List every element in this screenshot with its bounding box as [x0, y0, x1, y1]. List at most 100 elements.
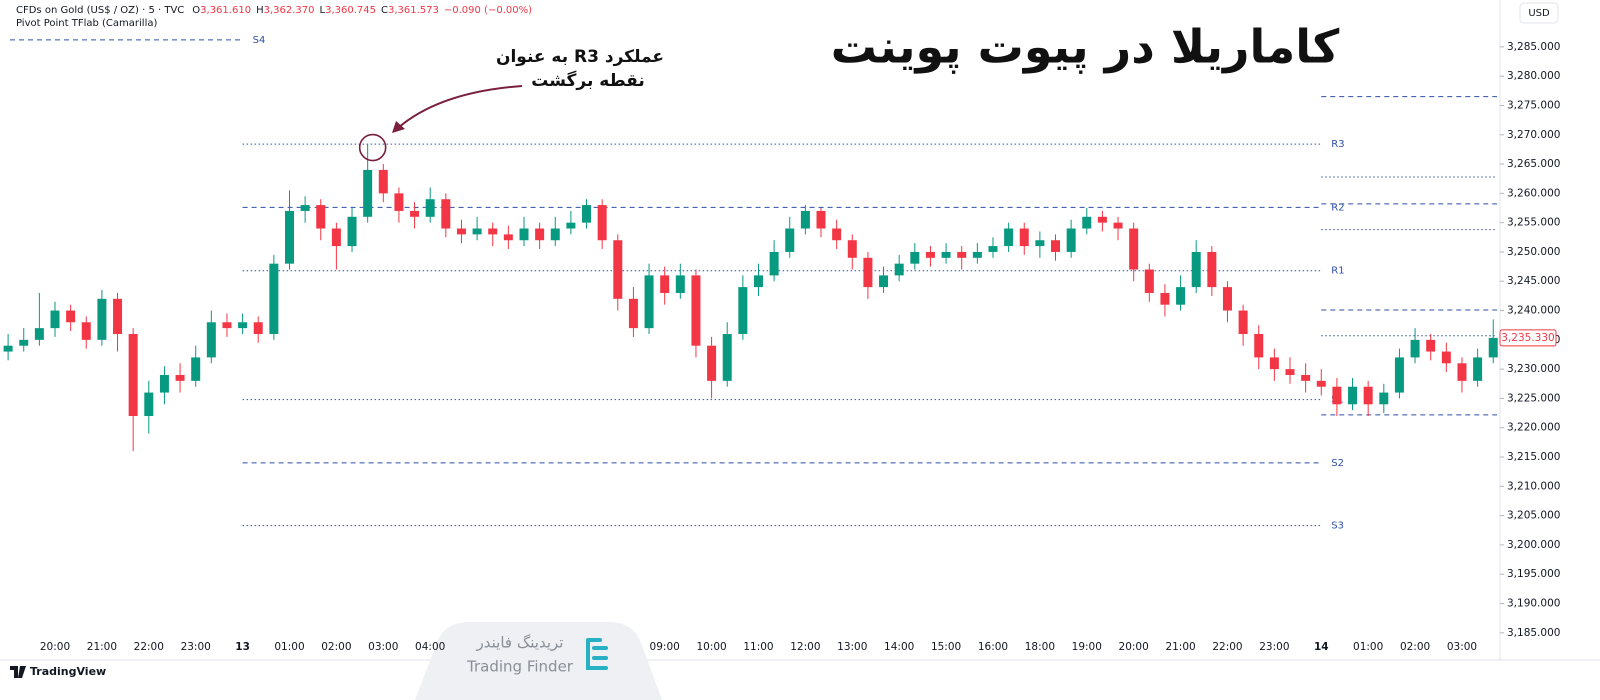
candle-body	[1379, 392, 1389, 405]
y-tick-label: 3,240.000	[1507, 305, 1560, 317]
y-tick-label: 3,285.000	[1507, 41, 1560, 53]
x-tick-label: 23:00	[181, 641, 211, 653]
candle-body	[1207, 251, 1217, 288]
x-tick-label: 02:00	[1400, 641, 1430, 653]
candle-body	[50, 310, 60, 329]
ohlc-key: C	[381, 5, 388, 16]
candle-body	[1410, 339, 1420, 358]
candle-body	[644, 275, 654, 329]
candle-body	[925, 251, 935, 258]
annotation-arrow	[397, 85, 523, 129]
candle-body	[1051, 240, 1061, 252]
y-tick-label: 3,220.000	[1507, 422, 1560, 434]
candle-body	[1301, 374, 1311, 381]
candle-body	[1473, 357, 1483, 381]
candle-body	[3, 345, 13, 352]
change: −0.090 (−0.00%)	[444, 5, 532, 16]
candle-body	[81, 322, 91, 340]
candle-body	[456, 228, 466, 235]
candle-body	[378, 169, 388, 194]
x-tick-label: 01:00	[1353, 641, 1383, 653]
y-tick-label: 3,210.000	[1507, 480, 1560, 492]
candle-body	[691, 275, 701, 346]
candle-body	[1316, 380, 1326, 387]
candle-body	[1285, 369, 1295, 375]
candle-body	[1097, 216, 1107, 223]
pivot-label: R2	[1331, 202, 1344, 213]
tv-logo-mark	[10, 666, 26, 678]
candle-body	[550, 228, 560, 241]
candle-body	[597, 205, 607, 241]
candle-body	[1160, 292, 1170, 305]
annotation-circle	[358, 133, 387, 162]
x-tick-label: 19:00	[1072, 641, 1102, 653]
x-tick-label: 22:00	[134, 641, 164, 653]
watermark-logo	[586, 638, 608, 670]
candle-body	[879, 275, 889, 288]
x-tick-label: 21:00	[87, 641, 117, 653]
candle-body	[535, 228, 545, 241]
arrow-head	[392, 121, 405, 133]
x-tick-label: 10:00	[696, 641, 726, 653]
x-tick-label: 14:00	[884, 641, 914, 653]
candle-body	[1082, 216, 1092, 229]
candle-body	[738, 287, 748, 334]
candle-body	[97, 298, 107, 340]
x-tick-label: 14	[1314, 641, 1329, 653]
y-tick-label: 3,265.000	[1507, 158, 1560, 170]
ohlc-value: 3,360.745	[325, 5, 376, 16]
y-tick-label: 3,230.000	[1507, 363, 1560, 375]
candle-body	[1066, 228, 1076, 252]
candle-body	[1144, 269, 1154, 293]
pivot-label: S3	[1331, 521, 1344, 532]
candle-body	[894, 263, 904, 276]
candle-body	[816, 210, 826, 229]
annotation-line: نقطه برگشت	[531, 70, 645, 91]
candle-body	[394, 193, 404, 211]
candle-body	[331, 228, 341, 247]
candle-body	[238, 322, 248, 329]
candle-body	[269, 263, 279, 334]
candle-body	[1254, 333, 1264, 358]
candle-body	[191, 357, 201, 381]
candle-body	[1488, 337, 1498, 358]
candle-body	[832, 228, 842, 241]
x-tick-label: 21:00	[1165, 641, 1195, 653]
candle-body	[1222, 287, 1232, 311]
candle-body	[941, 251, 951, 258]
candle-body	[1176, 287, 1186, 305]
candle-body	[1004, 228, 1014, 247]
y-tick-label: 3,280.000	[1507, 70, 1560, 82]
x-tick-label: 12:00	[790, 641, 820, 653]
y-tick-label: 3,190.000	[1507, 598, 1560, 610]
candle-body	[675, 275, 685, 293]
x-tick-label: 18:00	[1025, 641, 1055, 653]
last-price-box	[1499, 329, 1557, 347]
candle-body	[472, 228, 482, 235]
candle-body	[1363, 386, 1373, 405]
candle-body	[847, 240, 857, 258]
candle-body	[1113, 222, 1123, 229]
pivot-label: R1	[1331, 266, 1344, 277]
y-tick-label: 3,260.000	[1507, 187, 1560, 199]
candle-body	[988, 246, 998, 252]
candle-body	[863, 257, 873, 288]
candle-body	[722, 333, 732, 381]
x-tick-label: 13:00	[837, 641, 867, 653]
pivot-label: R3	[1331, 139, 1344, 150]
candle-body	[222, 322, 232, 329]
last-price-label: 3,235.330	[1501, 332, 1554, 344]
x-tick-label: 03:00	[368, 641, 398, 653]
tv-logo[interactable]: TradingView	[30, 665, 106, 678]
currency-box[interactable]	[1519, 2, 1559, 24]
candle-body	[113, 298, 123, 334]
x-tick-label: 11:00	[743, 641, 773, 653]
symbol-legend: CFDs on Gold (US$ / OZ) · 5 · TVC O3,361.…	[16, 5, 532, 16]
candle-body	[175, 374, 185, 381]
x-tick-label: 09:00	[650, 641, 680, 653]
candle-body	[660, 275, 670, 293]
candle-body	[206, 322, 216, 358]
currency[interactable]: USD	[1528, 8, 1550, 19]
candle-body	[1191, 251, 1201, 288]
